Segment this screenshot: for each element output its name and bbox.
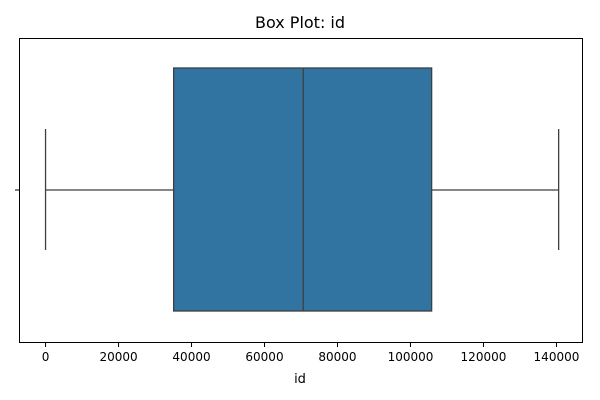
x-tick-label: 120000 — [461, 350, 507, 364]
chart-title: Box Plot: id — [255, 13, 345, 32]
x-tick-label: 0 — [42, 350, 50, 364]
x-tick-label: 140000 — [534, 350, 580, 364]
x-axis: 0 20000 40000 60000 80000 100000 120000 140000 — [42, 342, 580, 364]
x-tick-label: 60000 — [245, 350, 283, 364]
x-tick-label: 80000 — [318, 350, 356, 364]
x-axis-label: id — [294, 372, 306, 387]
x-tick-label: 100000 — [388, 350, 434, 364]
x-tick-label: 20000 — [99, 350, 137, 364]
box-plot-series — [44, 67, 560, 312]
x-tick-label: 40000 — [172, 350, 210, 364]
